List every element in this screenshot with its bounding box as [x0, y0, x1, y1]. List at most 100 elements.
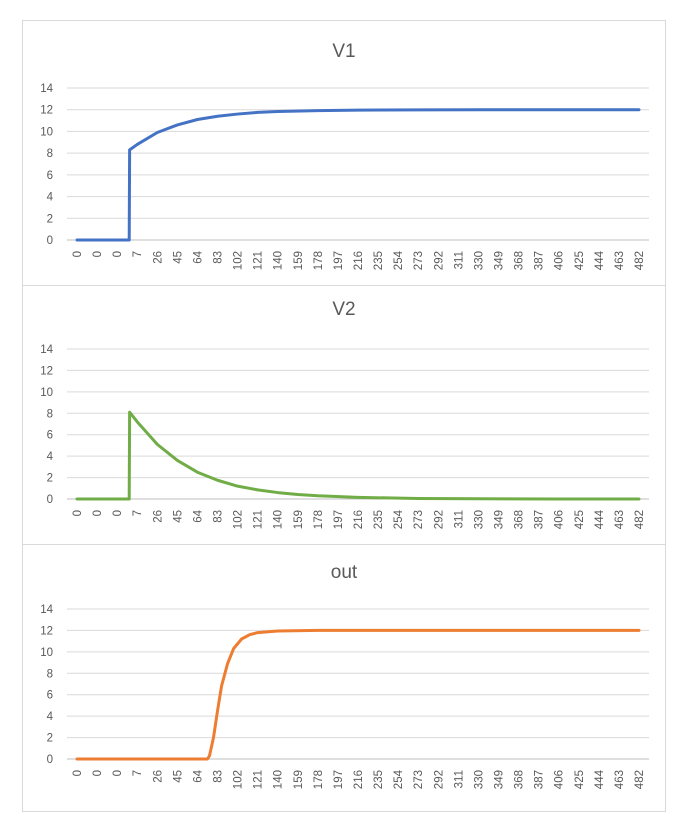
- chart-title: V1: [332, 41, 356, 62]
- x-tick-label: 216: [353, 510, 365, 529]
- y-tick-label: 4: [47, 711, 54, 723]
- x-tick-label: 83: [213, 251, 225, 264]
- x-tick-label: 83: [213, 770, 225, 783]
- chart-title: V2: [332, 299, 356, 320]
- x-tick-label: 406: [554, 770, 566, 789]
- x-tick-label: 102: [233, 770, 245, 789]
- y-tick-label: 12: [40, 105, 53, 117]
- x-tick-label: 45: [172, 251, 184, 264]
- x-tick-label: 7: [132, 510, 144, 516]
- y-tick-label: 2: [47, 473, 53, 485]
- x-tick-label: 273: [413, 251, 425, 270]
- x-tick-label: 349: [493, 770, 505, 789]
- x-tick-label: 463: [614, 770, 626, 789]
- series-line: [75, 108, 641, 242]
- x-tick-label: 159: [293, 251, 305, 270]
- x-tick-label: 45: [172, 510, 184, 523]
- x-tick-label: 26: [152, 510, 164, 523]
- x-tick-label: 178: [313, 510, 325, 529]
- x-tick-label: 121: [253, 251, 265, 270]
- x-tick-label: 311: [453, 251, 465, 269]
- x-tick-label: 7: [132, 770, 144, 776]
- x-tick-label: 0: [92, 770, 104, 776]
- x-tick-label: 292: [433, 510, 445, 529]
- x-tick-label: 235: [373, 510, 385, 529]
- x-tick-label: 178: [313, 770, 325, 789]
- x-tick-label: 292: [433, 251, 445, 270]
- y-tick-label: 12: [40, 625, 53, 637]
- chart-panel-v1: V1 0 2 4 6 8 10 12 14 0 0 0 7 26 45 64 83 102 121 140 159 17…: [22, 20, 666, 286]
- x-tick-label: 273: [413, 770, 425, 789]
- x-tick-label: 0: [112, 510, 124, 516]
- y-tick-label: 8: [47, 408, 53, 420]
- x-tick-label: 159: [293, 770, 305, 789]
- x-tick-label: 159: [293, 510, 305, 529]
- x-tick-label: 140: [273, 251, 285, 270]
- y-tick-label: 14: [40, 604, 53, 616]
- y-tick-label: 8: [47, 148, 53, 160]
- y-tick-label: 2: [47, 733, 53, 745]
- x-tick-label: 140: [273, 510, 285, 529]
- x-tick-label: 216: [353, 770, 365, 789]
- x-tick-label: 482: [634, 510, 646, 529]
- x-tick-label: 463: [614, 251, 626, 270]
- x-tick-label: 83: [213, 510, 225, 523]
- y-tick-label: 4: [47, 192, 54, 204]
- x-tick-label: 197: [333, 251, 345, 270]
- x-tick-label: 330: [473, 510, 485, 529]
- y-tick-label: 8: [47, 668, 53, 680]
- y-tick-label: 6: [47, 170, 53, 182]
- x-tick-label: 235: [373, 251, 385, 270]
- x-tick-label: 349: [493, 510, 505, 529]
- x-tick-label: 254: [393, 769, 405, 789]
- y-tick-label: 0: [47, 754, 53, 766]
- x-tick-label: 0: [112, 251, 124, 257]
- x-tick-label: 0: [72, 251, 84, 257]
- chart-panel-out: out 0 2 4 6 8 10 12 14 0 0 0 7 26 45 64 83 102 121 140 159 1…: [22, 544, 666, 812]
- series-line: [75, 628, 641, 761]
- x-tick-label: 406: [554, 510, 566, 529]
- y-tick-label: 14: [40, 83, 53, 95]
- chart-title: out: [330, 562, 358, 583]
- x-tick-label: 425: [574, 510, 586, 529]
- series-line: [75, 410, 641, 501]
- y-tick-label: 14: [40, 344, 53, 356]
- y-tick-label: 10: [40, 387, 53, 399]
- x-tick-label: 387: [534, 770, 546, 789]
- x-tick-label: 0: [72, 770, 84, 776]
- x-tick-label: 64: [192, 509, 204, 522]
- x-tick-label: 0: [92, 251, 104, 257]
- x-tick-label: 26: [152, 770, 164, 783]
- x-tick-label: 482: [634, 251, 646, 270]
- x-tick-label: 0: [72, 510, 84, 516]
- x-tick-label: 254: [393, 250, 405, 270]
- x-tick-label: 463: [614, 510, 626, 529]
- x-tick-label: 349: [493, 251, 505, 270]
- x-tick-label: 292: [433, 770, 445, 789]
- x-tick-label: 311: [453, 510, 465, 528]
- x-tick-label: 7: [132, 251, 144, 257]
- x-tick-label: 482: [634, 770, 646, 789]
- x-tick-label: 235: [373, 770, 385, 789]
- chart-panel-v2: V2 0 2 4 6 8 10 12 14 0 0 0 7 26 45 64 83 102 121 140 159 17…: [22, 285, 666, 545]
- x-tick-label: 121: [253, 510, 265, 529]
- x-tick-label: 64: [192, 250, 204, 263]
- x-tick-label: 140: [273, 770, 285, 789]
- y-tick-label: 4: [47, 451, 54, 463]
- x-tick-label: 368: [514, 251, 526, 270]
- y-tick-label: 10: [40, 647, 53, 659]
- x-tick-label: 444: [594, 250, 606, 270]
- x-tick-label: 387: [534, 510, 546, 529]
- x-tick-label: 368: [514, 770, 526, 789]
- y-tick-label: 10: [40, 126, 53, 138]
- y-tick-label: 12: [40, 365, 53, 377]
- x-tick-label: 387: [534, 251, 546, 270]
- x-tick-label: 425: [574, 770, 586, 789]
- y-tick-label: 2: [47, 213, 53, 225]
- x-tick-label: 121: [253, 770, 265, 789]
- x-tick-label: 45: [172, 770, 184, 783]
